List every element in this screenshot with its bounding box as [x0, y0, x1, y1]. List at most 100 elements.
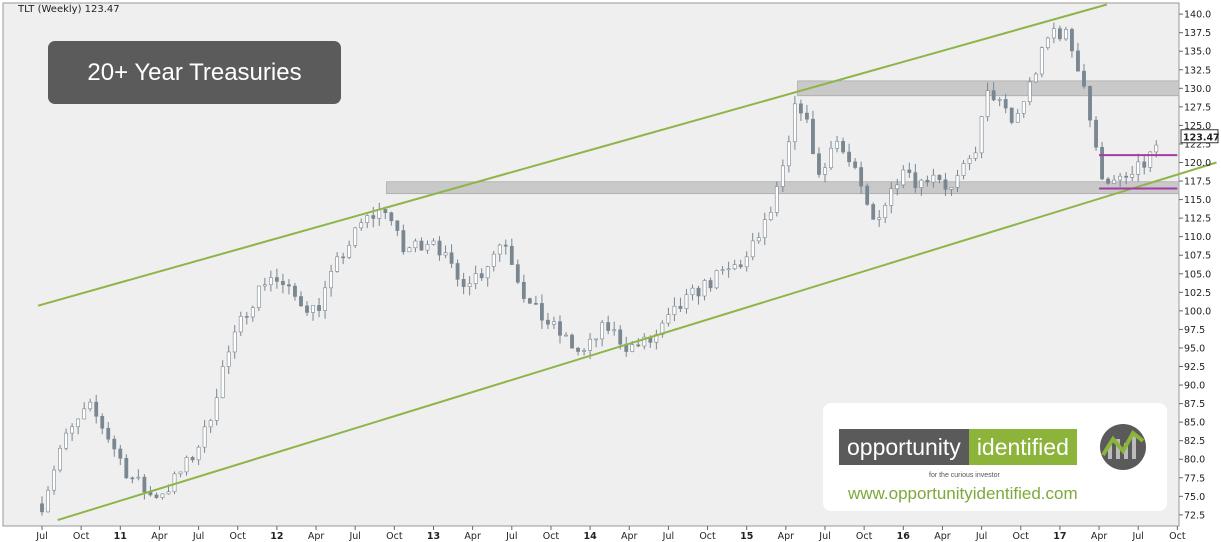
- candle-body: [76, 418, 81, 428]
- candle-body: [1064, 29, 1068, 40]
- candle-body: [792, 103, 797, 143]
- candle-body: [323, 287, 327, 311]
- candle-body: [455, 263, 460, 280]
- candle-body: [696, 287, 701, 297]
- y-tick-label: 117.5: [1184, 177, 1211, 188]
- candle-body: [678, 305, 683, 309]
- x-tick-label: 12: [270, 531, 283, 542]
- candle-body: [335, 256, 340, 272]
- last-price-box: 123.47: [1180, 129, 1220, 144]
- candle-body: [419, 240, 424, 251]
- candle-body: [1142, 161, 1147, 168]
- candle-body: [1130, 174, 1135, 178]
- y-tick-label: 85.0: [1184, 418, 1205, 429]
- candle-body: [961, 163, 966, 176]
- candle-body: [714, 270, 719, 289]
- candle-body: [1094, 119, 1098, 148]
- candle-body: [389, 212, 394, 222]
- candle-body: [943, 179, 948, 190]
- x-tick-label: Jul: [35, 531, 47, 542]
- candle-body: [937, 174, 942, 181]
- logo-panel: opportunity identified for the curious i…: [823, 403, 1167, 511]
- candle-body: [515, 264, 520, 283]
- candle-body: [672, 305, 677, 315]
- y-tick-label: 97.5: [1184, 325, 1205, 336]
- candle-body: [64, 432, 68, 449]
- candle-body: [311, 305, 315, 313]
- candle-body: [1070, 29, 1074, 52]
- candle-body: [262, 284, 267, 287]
- candle-body: [196, 446, 201, 461]
- candle-body: [576, 347, 580, 352]
- y-tick-label: 105.0: [1184, 269, 1211, 280]
- candle-body: [130, 477, 135, 480]
- x-tick-label: Oct: [543, 531, 560, 542]
- candle-body: [154, 494, 159, 498]
- x-tick-label: Apr: [934, 531, 951, 542]
- x-tick-label: Apr: [621, 531, 638, 542]
- y-tick-label: 92.5: [1184, 362, 1205, 373]
- candle-body: [1112, 179, 1117, 184]
- candle-body: [118, 448, 123, 459]
- candle-body: [594, 338, 599, 341]
- y-tick-label: 135.0: [1184, 47, 1211, 58]
- chart-header: TLT (Weekly) 123.47: [17, 4, 120, 15]
- candle-body: [1009, 107, 1014, 123]
- candle-body: [883, 205, 888, 219]
- candle-body: [250, 307, 255, 318]
- y-tick-label: 132.5: [1184, 65, 1211, 76]
- candle-body: [1148, 151, 1153, 168]
- candle-body: [1058, 28, 1062, 40]
- candle-body: [720, 269, 725, 271]
- candle-body: [190, 457, 195, 461]
- candle-body: [299, 296, 303, 307]
- candle-body: [94, 401, 99, 417]
- x-tick-label: Oct: [1013, 531, 1030, 542]
- candle-body: [208, 420, 213, 428]
- candle-body: [606, 322, 611, 331]
- candle-body: [461, 279, 466, 287]
- candle-body: [353, 227, 358, 246]
- candle-body: [287, 284, 291, 287]
- candle-body: [666, 314, 671, 324]
- candle-body: [829, 147, 833, 169]
- candle-body: [823, 167, 827, 175]
- candle-body: [690, 287, 695, 295]
- candle-body: [1088, 86, 1092, 121]
- candle-body: [895, 184, 900, 190]
- y-tick-label: 130.0: [1184, 84, 1211, 95]
- x-tick-label: 15: [740, 531, 753, 542]
- candle-body: [491, 253, 496, 267]
- y-tick-label: 87.5: [1184, 399, 1205, 410]
- candle-body: [738, 264, 743, 268]
- chart-title: 20+ Year Treasuries: [48, 41, 341, 104]
- candle-body: [437, 240, 442, 256]
- candle-body: [1100, 146, 1104, 180]
- candle-body: [925, 179, 930, 183]
- candle-body: [889, 188, 894, 206]
- candle-body: [365, 215, 370, 224]
- candle-body: [58, 447, 62, 471]
- candle-body: [684, 294, 689, 309]
- candle-body: [100, 416, 105, 429]
- candle-body: [371, 215, 376, 219]
- candle-body: [901, 169, 906, 186]
- x-tick-label: Jul: [662, 531, 674, 542]
- logo-tagline: for the curious investor: [929, 472, 1000, 479]
- x-tick-label: Apr: [308, 531, 325, 542]
- candle-body: [702, 280, 707, 297]
- logo-word-opportunity: opportunity: [839, 429, 969, 465]
- candle-body: [413, 240, 418, 249]
- candle-body: [184, 457, 189, 473]
- candle-body: [383, 209, 388, 213]
- candle-body: [558, 321, 562, 336]
- candle-body: [913, 172, 918, 188]
- candle-body: [112, 438, 117, 450]
- candle-body: [1039, 47, 1044, 75]
- candle-body: [1118, 175, 1123, 181]
- candle-body: [991, 90, 996, 101]
- candle-body: [786, 141, 791, 167]
- candle-body: [1154, 144, 1159, 153]
- candle-body: [919, 179, 924, 188]
- y-tick-label: 120.0: [1184, 158, 1211, 169]
